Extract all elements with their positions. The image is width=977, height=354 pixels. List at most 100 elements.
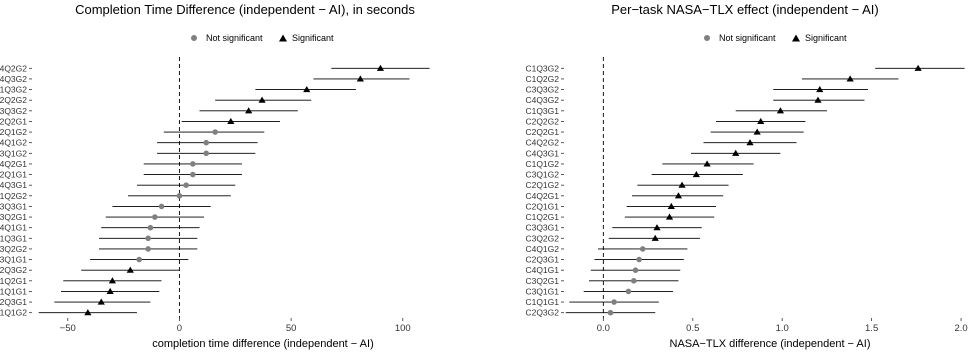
x-tick-label: 0: [177, 323, 182, 334]
point-not-significant: [632, 267, 639, 273]
y-tick-label: C3Q2G2: [525, 233, 559, 243]
legend-label-significant: Significant: [292, 33, 334, 43]
x-tick-label: 2.0: [954, 323, 967, 334]
point-significant: [753, 128, 761, 135]
point-significant: [651, 234, 659, 241]
point-significant: [746, 139, 754, 146]
point-significant: [776, 107, 785, 114]
y-tick-label: C3Q2G1: [0, 212, 27, 222]
y-tick-label: C2Q3G1: [0, 297, 27, 307]
point-significant: [108, 277, 117, 284]
y-tick-label: C2Q1G2: [525, 180, 559, 190]
y-tick-label: C3Q3G1: [0, 201, 27, 211]
point-significant: [258, 96, 266, 103]
x-tick-label: 0.5: [686, 323, 699, 334]
completion-time-chart: Completion Time Difference (independent …: [0, 2, 430, 350]
legend-label-significant: Significant: [805, 33, 847, 43]
point-significant: [245, 107, 253, 114]
point-significant: [674, 192, 683, 199]
x-tick-label: 0.0: [597, 323, 610, 334]
y-tick-label: C2Q2G2: [525, 116, 559, 126]
chart-title: Completion Time Difference (independent …: [75, 2, 415, 17]
point-significant: [732, 149, 740, 156]
point-significant: [653, 224, 661, 231]
y-tick-label: C2Q2G2: [0, 95, 27, 105]
x-tick-label: 100: [395, 323, 411, 334]
point-significant: [757, 117, 765, 125]
point-not-significant: [183, 182, 189, 188]
point-significant: [303, 85, 311, 93]
point-significant: [678, 181, 686, 188]
legend-label-not-significant: Not significant: [719, 33, 776, 43]
chart-title: Per−task NASA−TLX effect (independent − …: [611, 2, 879, 17]
point-significant: [97, 298, 105, 305]
y-tick-label: C3Q1G1: [525, 286, 559, 296]
y-tick-label: C4Q2G2: [525, 138, 559, 148]
y-tick-label: C1Q3G2: [0, 85, 27, 95]
point-not-significant: [636, 256, 642, 263]
y-tick-label: C3Q2G1: [525, 276, 559, 286]
point-significant: [914, 64, 922, 71]
legend-label-not-significant: Not significant: [206, 33, 263, 43]
y-tick-label: C2Q3G2: [525, 308, 559, 318]
y-tick-label: C4Q3G1: [525, 148, 559, 158]
x-tick-label: 1.0: [776, 323, 789, 334]
y-tick-label: C1Q2G1: [525, 212, 559, 222]
y-tick-label: C1Q3G1: [525, 106, 559, 116]
y-tick-label: C3Q3G2: [0, 106, 27, 116]
point-not-significant: [203, 139, 210, 146]
y-tick-label: C3Q3G2: [525, 85, 559, 95]
y-tick-label: C1Q1G1: [525, 297, 559, 307]
y-tick-label: C4Q1G2: [0, 138, 27, 148]
point-significant: [692, 170, 700, 178]
legend: Not significant Significant: [191, 33, 334, 43]
point-not-significant: [145, 235, 151, 242]
legend-marker-significant: [792, 34, 800, 42]
y-tick-label: C1Q2G2: [0, 191, 27, 201]
x-axis-label: NASA−TLX difference (independent − AI): [670, 338, 871, 350]
y-tick-label: C4Q3G1: [0, 180, 27, 190]
point-not-significant: [176, 193, 183, 199]
point-significant: [814, 96, 822, 103]
y-tick-label: C4Q3G2: [525, 95, 559, 105]
legend: Not significant Significant: [704, 33, 847, 43]
point-not-significant: [630, 278, 637, 284]
plot-area: 0.0 0.5 1.0 1.5 2.0C1Q3G2C1Q2G2C3Q3G2C4Q3G2C…: [525, 57, 968, 334]
y-tick-label: C3Q1G2: [0, 148, 27, 158]
point-not-significant: [147, 224, 154, 231]
point-not-significant: [190, 161, 196, 167]
point-significant: [665, 213, 674, 220]
nasa-tlx-chart: Per−task NASA−TLX effect (independent − …: [525, 2, 967, 350]
y-tick-label: C3Q2G2: [0, 244, 27, 254]
y-tick-label: C4Q2G2: [0, 63, 27, 73]
legend-marker-not-significant: [191, 35, 197, 41]
point-not-significant: [639, 246, 646, 252]
point-significant: [667, 202, 675, 210]
point-significant: [106, 287, 114, 295]
y-tick-label: C3Q1G2: [525, 170, 559, 180]
y-tick-label: C4Q1G2: [525, 244, 559, 254]
y-tick-label: C2Q2G1: [525, 127, 559, 137]
point-significant: [846, 75, 854, 82]
point-not-significant: [611, 299, 617, 305]
point-not-significant: [625, 288, 632, 295]
legend-marker-significant: [279, 34, 287, 42]
point-significant: [356, 75, 364, 82]
y-tick-label: C3Q1G1: [0, 255, 27, 265]
point-not-significant: [203, 150, 210, 157]
point-significant: [84, 309, 92, 316]
y-tick-label: C4Q2G1: [0, 159, 27, 169]
point-significant: [227, 117, 235, 125]
point-significant: [703, 160, 711, 167]
y-tick-label: C1Q3G1: [0, 233, 27, 243]
point-not-significant: [152, 214, 158, 220]
plot-area: −50050100C4Q2G2C4Q3G2C1Q3G2C2Q2G2C3Q3G2C…: [0, 57, 430, 334]
x-axis-label: completion time difference (independent …: [152, 338, 373, 350]
y-tick-label: C1Q2G1: [0, 276, 27, 286]
y-tick-label: C4Q1G1: [0, 223, 27, 233]
point-significant: [126, 266, 134, 273]
point-not-significant: [212, 129, 218, 135]
point-not-significant: [158, 203, 165, 210]
x-tick-label: 1.5: [865, 323, 878, 334]
